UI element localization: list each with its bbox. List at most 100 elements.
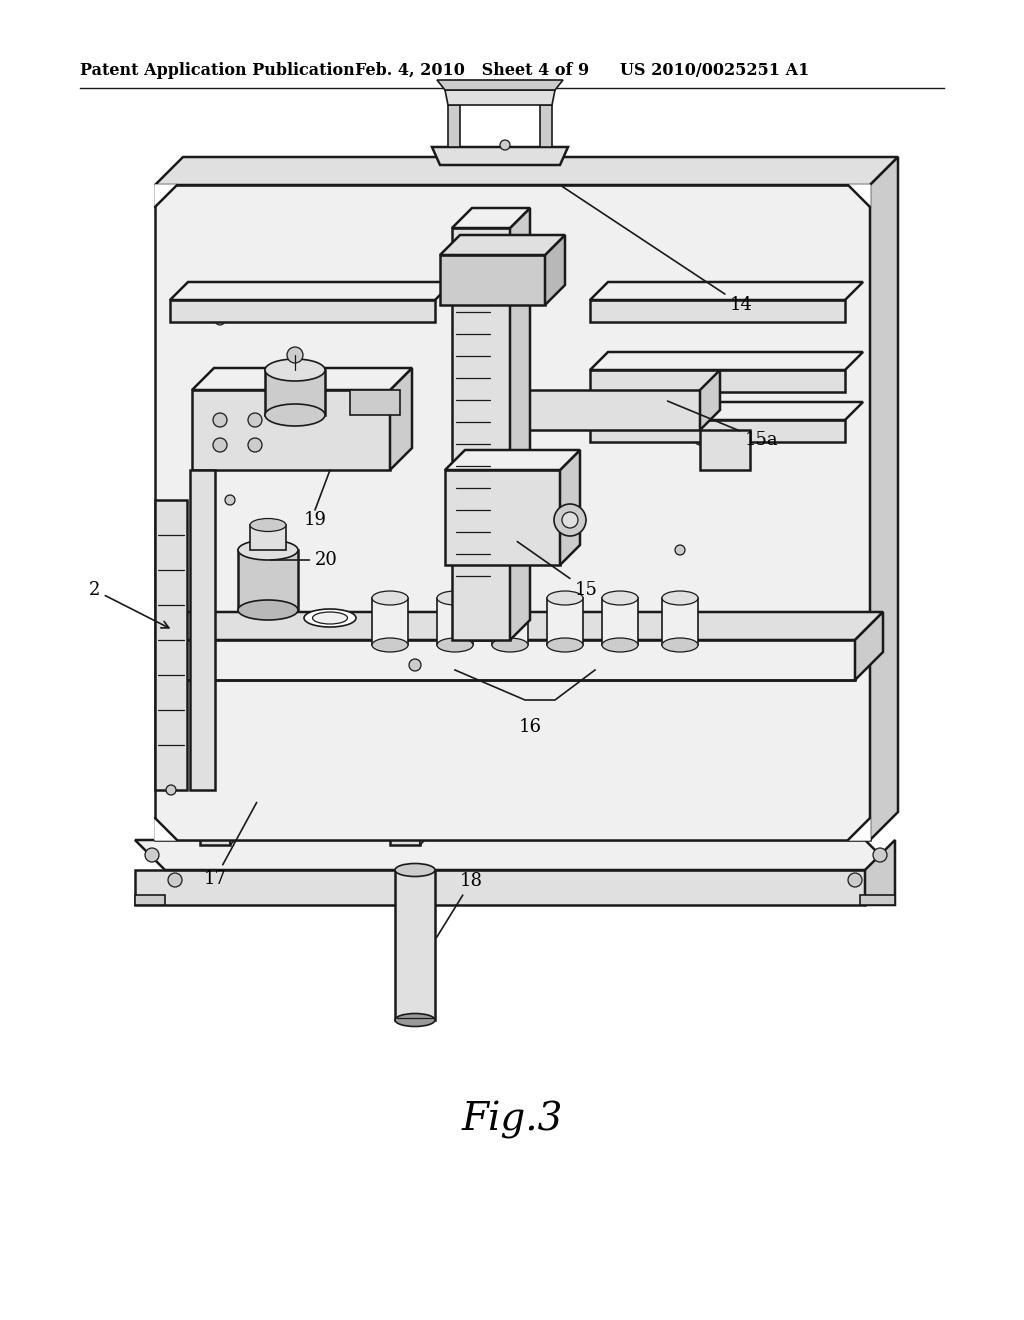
Polygon shape	[452, 228, 510, 640]
Polygon shape	[547, 598, 583, 645]
Polygon shape	[230, 760, 258, 845]
Ellipse shape	[662, 638, 698, 652]
Ellipse shape	[437, 591, 473, 605]
Polygon shape	[193, 368, 412, 389]
Ellipse shape	[238, 540, 298, 560]
Polygon shape	[155, 185, 177, 207]
Polygon shape	[265, 370, 325, 414]
Ellipse shape	[547, 638, 583, 652]
Circle shape	[500, 140, 510, 150]
Circle shape	[873, 847, 887, 862]
Polygon shape	[848, 185, 870, 207]
Polygon shape	[135, 840, 895, 870]
Polygon shape	[193, 389, 390, 470]
Ellipse shape	[372, 591, 408, 605]
Polygon shape	[250, 525, 286, 550]
Circle shape	[166, 785, 176, 795]
Polygon shape	[170, 282, 453, 300]
Polygon shape	[155, 185, 870, 840]
Ellipse shape	[395, 1014, 435, 1027]
Ellipse shape	[304, 609, 356, 627]
Polygon shape	[155, 157, 898, 185]
Ellipse shape	[492, 591, 528, 605]
Polygon shape	[590, 300, 845, 322]
Polygon shape	[437, 598, 473, 645]
Polygon shape	[350, 389, 400, 414]
Polygon shape	[590, 420, 845, 442]
Polygon shape	[160, 612, 883, 640]
Polygon shape	[848, 818, 870, 840]
Polygon shape	[700, 370, 720, 430]
Text: 16: 16	[518, 718, 542, 737]
Polygon shape	[545, 235, 565, 305]
Polygon shape	[590, 403, 863, 420]
Text: 2: 2	[89, 581, 169, 628]
Ellipse shape	[492, 638, 528, 652]
Ellipse shape	[547, 591, 583, 605]
Polygon shape	[602, 598, 638, 645]
Polygon shape	[870, 157, 898, 840]
Polygon shape	[440, 235, 565, 255]
Circle shape	[145, 847, 159, 862]
Ellipse shape	[250, 519, 286, 532]
Polygon shape	[372, 598, 408, 645]
Polygon shape	[432, 147, 568, 165]
Circle shape	[695, 436, 705, 445]
Text: 14: 14	[562, 186, 753, 314]
Polygon shape	[445, 450, 580, 470]
Polygon shape	[190, 470, 215, 789]
Ellipse shape	[265, 404, 325, 426]
Circle shape	[213, 438, 227, 451]
Polygon shape	[395, 870, 435, 1020]
Ellipse shape	[395, 863, 435, 876]
Ellipse shape	[437, 638, 473, 652]
Text: Fig.3: Fig.3	[462, 1101, 562, 1139]
Polygon shape	[540, 106, 552, 147]
Polygon shape	[445, 90, 555, 106]
Circle shape	[287, 347, 303, 363]
Polygon shape	[390, 789, 420, 845]
Ellipse shape	[662, 591, 698, 605]
Circle shape	[675, 545, 685, 554]
Polygon shape	[492, 598, 528, 645]
Circle shape	[595, 414, 605, 425]
Ellipse shape	[238, 601, 298, 620]
Polygon shape	[440, 255, 545, 305]
Polygon shape	[155, 500, 187, 789]
Polygon shape	[452, 209, 530, 228]
Polygon shape	[510, 209, 530, 640]
Circle shape	[168, 873, 182, 887]
Polygon shape	[449, 106, 460, 147]
Circle shape	[248, 438, 262, 451]
Text: 15: 15	[517, 541, 598, 599]
Ellipse shape	[602, 591, 638, 605]
Circle shape	[554, 504, 586, 536]
Polygon shape	[390, 368, 412, 470]
Circle shape	[225, 495, 234, 506]
Circle shape	[213, 413, 227, 426]
Text: 18: 18	[436, 873, 483, 937]
Circle shape	[848, 873, 862, 887]
Polygon shape	[170, 300, 435, 322]
Polygon shape	[420, 760, 449, 845]
Polygon shape	[510, 389, 700, 430]
Polygon shape	[590, 282, 863, 300]
Polygon shape	[590, 370, 845, 392]
Text: 17: 17	[204, 803, 257, 888]
Polygon shape	[155, 818, 177, 840]
Circle shape	[562, 512, 578, 528]
Circle shape	[215, 315, 225, 325]
Polygon shape	[445, 470, 560, 565]
Polygon shape	[860, 895, 895, 906]
Circle shape	[409, 659, 421, 671]
Ellipse shape	[602, 638, 638, 652]
Ellipse shape	[312, 612, 347, 624]
Text: US 2010/0025251 A1: US 2010/0025251 A1	[620, 62, 809, 79]
Polygon shape	[590, 352, 863, 370]
Polygon shape	[700, 430, 750, 470]
Polygon shape	[662, 598, 698, 645]
Polygon shape	[135, 895, 165, 906]
Ellipse shape	[265, 359, 325, 381]
Circle shape	[248, 413, 262, 426]
Text: 19: 19	[303, 511, 327, 529]
